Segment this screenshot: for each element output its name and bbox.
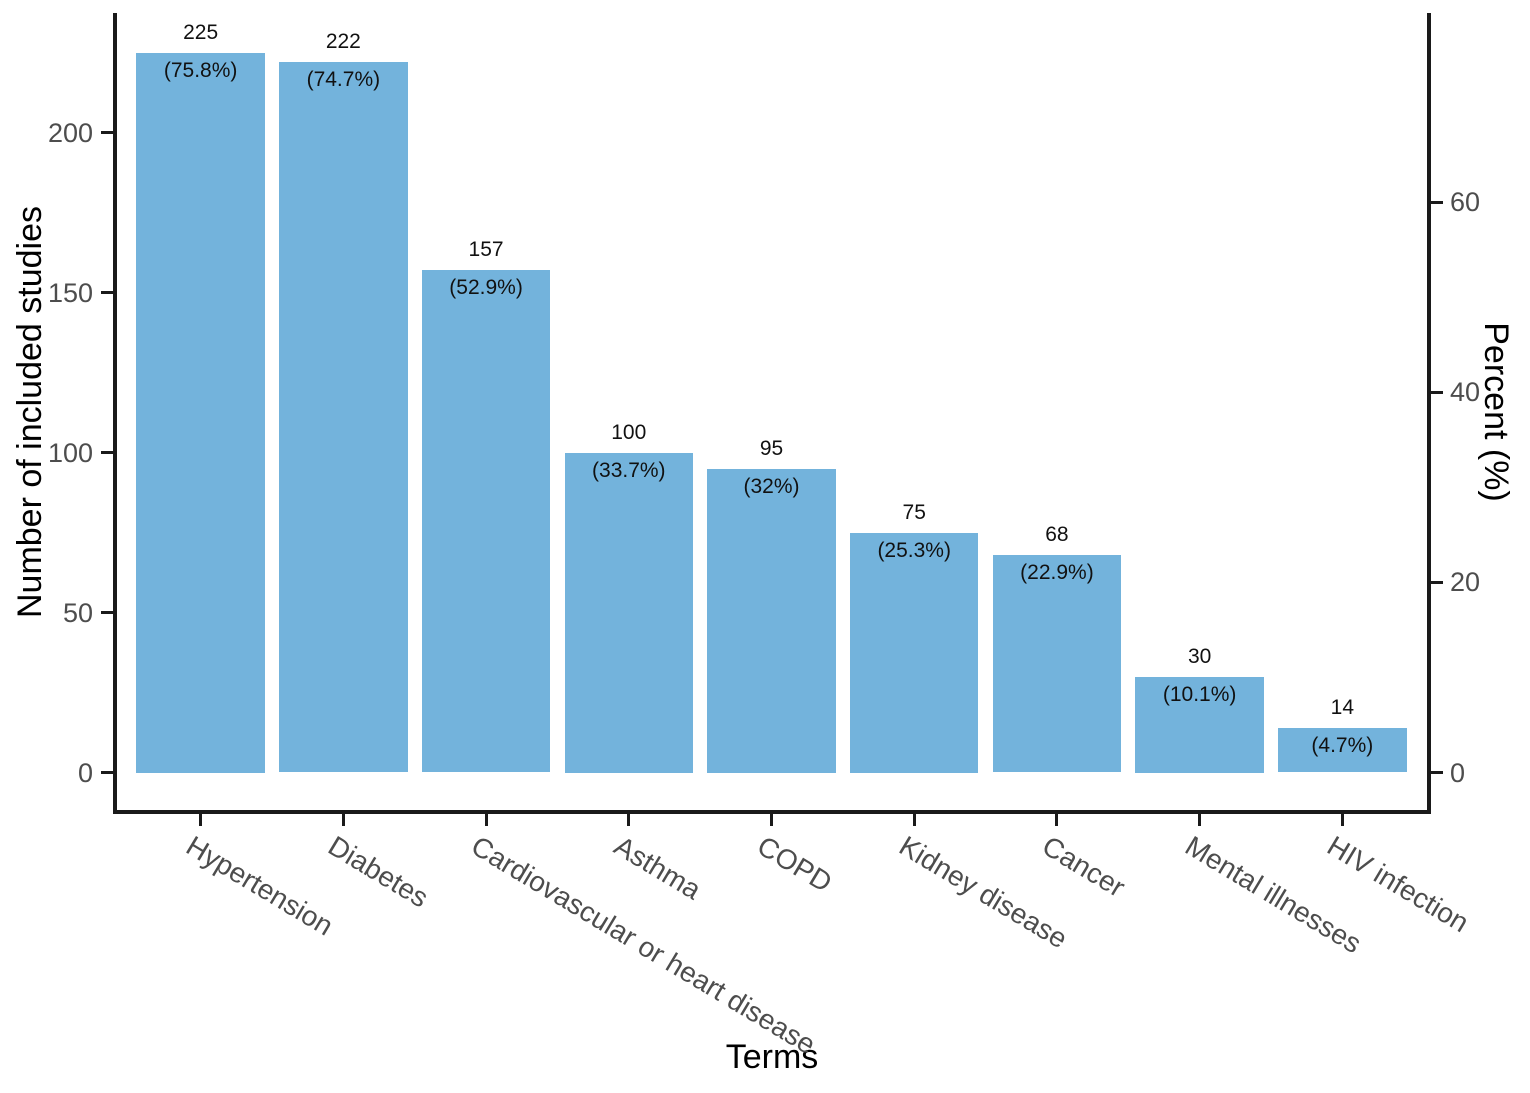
right-axis-line <box>1427 13 1431 814</box>
right-axis-tick-label: 60 <box>1450 187 1481 218</box>
right-axis-tick-label: 0 <box>1450 757 1466 788</box>
bar-count-label: 225 <box>183 20 219 44</box>
left-axis-tick-label: 50 <box>62 597 93 628</box>
x-axis-category-label: Cancer <box>1036 830 1131 904</box>
bar-percent-label: (33.7%) <box>592 458 666 482</box>
left-axis-tick <box>101 291 113 294</box>
x-axis-category-label: COPD <box>751 830 837 899</box>
bar-count-label: 157 <box>468 238 504 262</box>
bar-8 <box>1278 727 1407 773</box>
x-axis-category-label: Asthma <box>608 830 707 906</box>
x-axis-tick <box>770 814 773 826</box>
left-axis-tick <box>101 611 113 614</box>
bar-count-label: 222 <box>325 30 361 54</box>
bar-count-label: 14 <box>1330 695 1355 719</box>
bar-4 <box>707 468 836 773</box>
bottom-axis-line <box>113 810 1431 814</box>
bar-count-label: 30 <box>1187 644 1212 668</box>
x-axis-tick <box>484 814 488 826</box>
left-axis-tick <box>101 451 113 454</box>
bar-percent-label: (74.7%) <box>306 68 381 92</box>
bar-percent-label: (22.9%) <box>1020 560 1094 584</box>
left-axis-tick-label: 0 <box>77 757 93 788</box>
right-axis-tick <box>1431 580 1443 584</box>
bar-count-label: 75 <box>902 500 926 524</box>
x-axis-tick <box>199 814 203 826</box>
x-axis-tick <box>1198 814 1202 826</box>
bar-6 <box>992 554 1122 773</box>
bar-7 <box>1135 676 1264 773</box>
bar-2 <box>421 270 551 773</box>
x-axis-title: Terms <box>725 1038 819 1076</box>
x-axis-tick <box>627 814 631 826</box>
left-axis-tick <box>101 771 113 774</box>
left-axis-tick-label: 100 <box>47 437 93 468</box>
bar-3 <box>564 452 693 773</box>
bar-5 <box>849 532 979 773</box>
bar-count-label: 95 <box>759 436 784 460</box>
x-axis-tick <box>341 814 345 826</box>
x-axis-tick <box>912 814 916 826</box>
right-axis-tick <box>1431 390 1443 394</box>
left-axis-tick <box>101 131 113 134</box>
bar-percent-label: (32%) <box>743 474 800 498</box>
bar-percent-label: (10.1%) <box>1162 682 1237 706</box>
left-axis-tick-label: 200 <box>47 117 93 148</box>
bar-percent-label: (52.9%) <box>449 276 523 300</box>
bar-percent-label: (25.3%) <box>877 538 951 562</box>
x-axis-category-label: Diabetes <box>323 830 435 914</box>
left-axis-tick-label: 150 <box>47 277 93 308</box>
left-axis-line <box>113 13 117 814</box>
right-axis-tick <box>1431 771 1443 774</box>
bar-percent-label: (75.8%) <box>163 58 238 82</box>
right-axis-tick-label: 20 <box>1450 567 1481 598</box>
x-axis-category-label: Hypertension <box>180 830 339 942</box>
x-axis-tick <box>1055 814 1059 826</box>
bar-count-label: 68 <box>1045 522 1069 546</box>
bar-count-label: 100 <box>611 420 647 444</box>
right-axis-tick-label: 40 <box>1450 377 1481 408</box>
bar-1 <box>279 62 408 773</box>
x-axis-tick <box>1340 814 1344 826</box>
bar-0 <box>136 52 265 773</box>
right-axis-tick <box>1431 200 1443 204</box>
bar-percent-label: (4.7%) <box>1311 733 1374 757</box>
